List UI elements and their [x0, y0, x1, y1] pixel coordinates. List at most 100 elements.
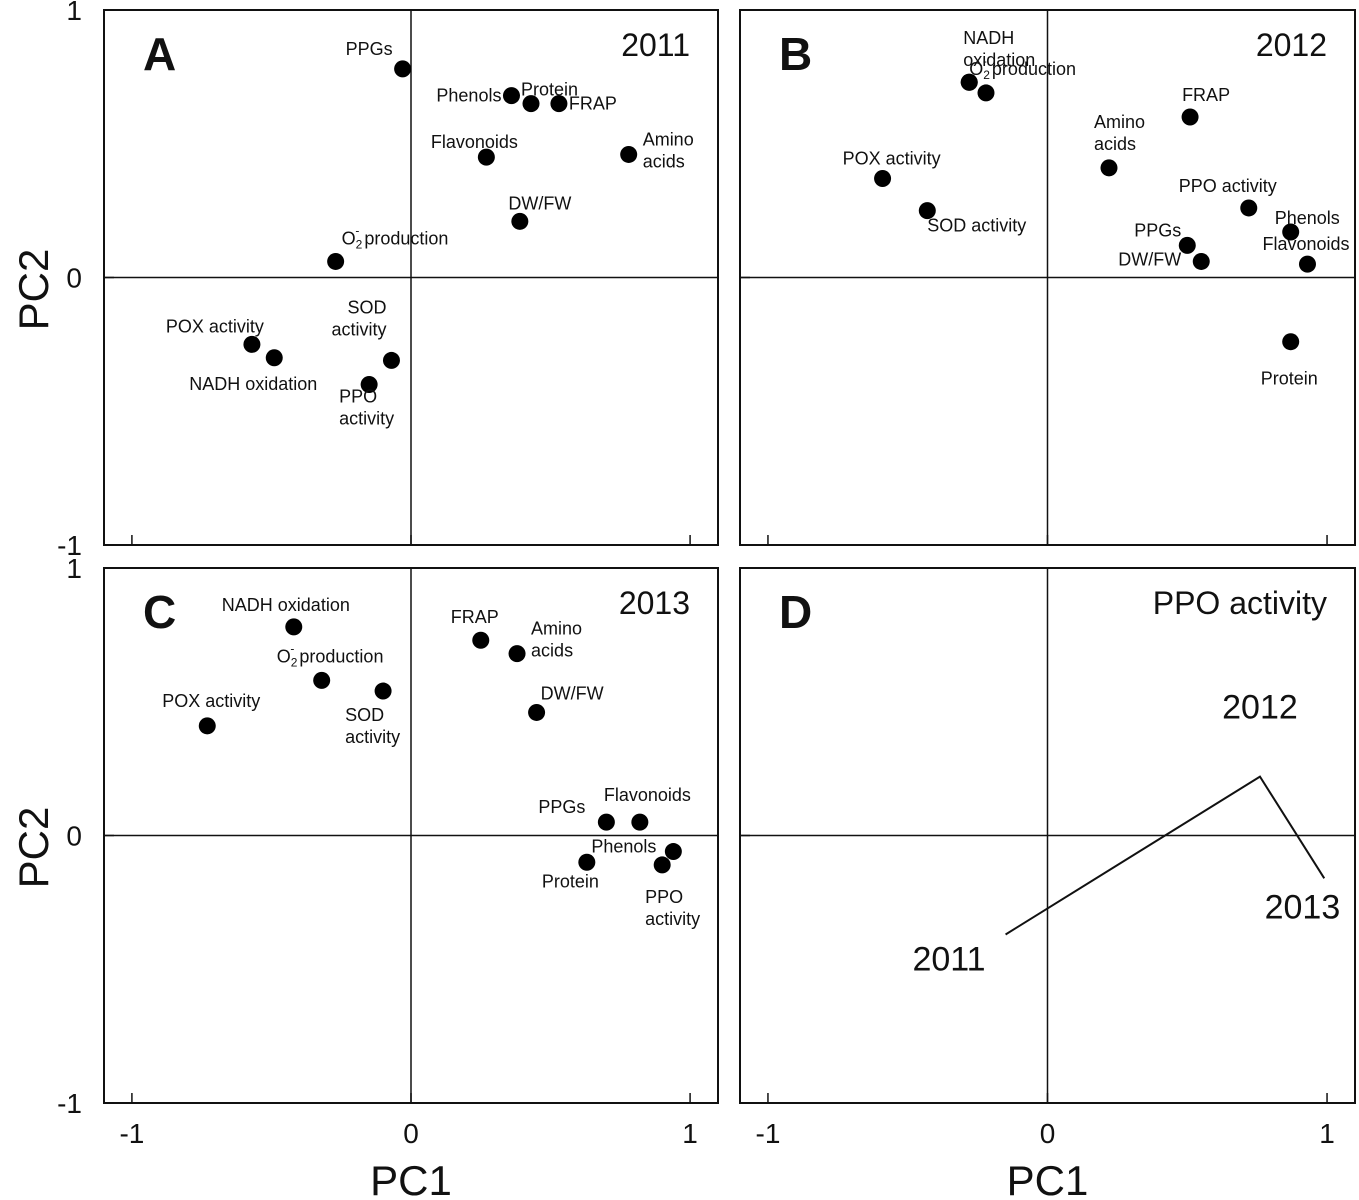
label-o2-production: O2- production	[969, 54, 1076, 82]
point-o2-production	[960, 73, 978, 91]
label-ppo-activity: PPO activity	[645, 887, 700, 929]
x-tick-label: -1	[119, 1118, 144, 1149]
label-o2-production: O2- production	[277, 641, 384, 669]
point-ppgs	[597, 813, 615, 831]
point-frap	[550, 95, 568, 113]
panel-d: -1 0 1 PC1 D PPO activity 2011 2012 2013	[739, 567, 1356, 1200]
point-o2-production	[313, 671, 331, 689]
label-amino-acids: Amino acids	[1094, 112, 1145, 154]
point-sod-activity	[374, 682, 392, 700]
label-sod-activity: SOD activity	[345, 705, 400, 747]
label-pox-activity: POX activity	[843, 149, 941, 169]
label-dw-fw: DW/FW	[508, 193, 571, 213]
label-pox-activity: POX activity	[162, 691, 260, 711]
label-phenols: Phenols	[1275, 208, 1340, 228]
point-amino-acids	[620, 145, 638, 163]
panel-title: 2013	[619, 585, 690, 621]
point-frap	[1181, 108, 1199, 126]
label-ppo-activity: PPO activity	[1179, 176, 1277, 196]
point-sod-activity	[918, 202, 936, 220]
point-phenols	[1282, 223, 1300, 241]
label-dw-fw: DW/FW	[1118, 249, 1181, 269]
point-protein	[1282, 333, 1300, 351]
point-ppo-activity	[1240, 199, 1258, 217]
point-protein	[578, 853, 596, 871]
y-axis-title: PC2	[10, 249, 57, 331]
label-ppgs: PPGs	[538, 797, 585, 817]
point-ppo-activity	[360, 376, 378, 393]
trajectory-label-2012: 2012	[1222, 689, 1298, 727]
x-tick-label: 1	[682, 1118, 698, 1149]
y-tick-label: 0	[66, 263, 82, 294]
point-amino-acids	[508, 645, 526, 663]
label-protein: Protein	[521, 80, 578, 100]
y-axis-title: PC2	[10, 807, 57, 889]
panel-c: -1 0 1 1 0 -1 PC2 PC1 C 2013 NADH oxidation O2- pro…	[10, 553, 719, 1200]
x-tick-label: 0	[1040, 1118, 1056, 1149]
label-phenols: Phenols	[436, 86, 501, 106]
panel-letter: B	[779, 28, 812, 80]
label-ppgs: PPGs	[346, 39, 393, 59]
point-dw-fw	[528, 703, 546, 721]
label-protein: Protein	[542, 871, 599, 891]
label-flavonoids: Flavonoids	[604, 785, 691, 805]
point-flavonoids	[631, 813, 649, 831]
label-sod-activity: SOD activity	[331, 297, 386, 339]
point-amino-acids	[1100, 159, 1118, 177]
point-phenols	[502, 87, 520, 105]
label-amino-acids: Amino acids	[531, 619, 582, 661]
label-nadh-oxidation: NADH oxidation	[222, 595, 350, 615]
point-frap	[472, 631, 490, 649]
label-nadh-oxidation: NADH oxidation	[189, 374, 317, 394]
point-pox-activity	[198, 717, 216, 735]
label-o2-production: O2- production	[342, 223, 449, 251]
y-tick-label: -1	[57, 1088, 82, 1119]
label-amino-acids: Amino acids	[643, 129, 694, 171]
point-nadh-oxidation	[265, 349, 283, 367]
panel-title: 2011	[621, 27, 690, 63]
panel-letter: C	[143, 586, 176, 638]
label-frap: FRAP	[569, 94, 617, 114]
point-ppgs	[394, 60, 412, 78]
y-tick-label: -1	[57, 530, 82, 561]
label-sod-activity: SOD activity	[927, 216, 1026, 236]
label-ppgs: PPGs	[1134, 220, 1181, 240]
trajectory-label-2013: 2013	[1265, 888, 1341, 926]
y-tick-label: 0	[66, 821, 82, 852]
point-o2-production	[327, 252, 345, 270]
point-pox-activity	[874, 170, 892, 188]
x-axis-title: PC1	[1007, 1157, 1089, 1200]
label-nadh-oxidation: NADH oxidation	[963, 28, 1035, 70]
ppo-trajectory-line	[1005, 775, 1326, 936]
panel-title: PPO activity	[1153, 585, 1327, 621]
point-dw-fw	[511, 212, 529, 230]
y-tick-label: 1	[66, 0, 82, 26]
panel-letter: D	[779, 586, 812, 638]
point-protein	[522, 95, 540, 113]
label-pox-activity: POX activity	[166, 316, 264, 336]
label-dw-fw: DW/FW	[541, 683, 604, 703]
label-flavonoids: Flavonoids	[431, 132, 518, 152]
label-flavonoids: Flavonoids	[1262, 234, 1349, 254]
label-ppo-activity: PPO activity	[339, 387, 394, 429]
point-ppgs	[1178, 236, 1196, 254]
label-frap: FRAP	[451, 607, 499, 627]
panel-letter: A	[143, 28, 176, 80]
point-dw-fw	[1192, 252, 1210, 270]
y-tick-label: 1	[66, 553, 82, 584]
x-axis-title: PC1	[370, 1157, 452, 1200]
label-frap: FRAP	[1182, 85, 1230, 105]
point-phenols	[664, 843, 682, 861]
x-tick-label: 0	[403, 1118, 419, 1149]
point-sod-activity	[382, 351, 400, 369]
label-protein: Protein	[1261, 369, 1318, 389]
point-nadh-oxidation-pair	[977, 84, 995, 102]
point-pox-activity	[243, 335, 261, 353]
x-tick-label: -1	[756, 1118, 781, 1149]
point-flavonoids	[1298, 255, 1316, 273]
x-tick-label: 1	[1319, 1118, 1335, 1149]
point-nadh-oxidation	[285, 618, 303, 636]
